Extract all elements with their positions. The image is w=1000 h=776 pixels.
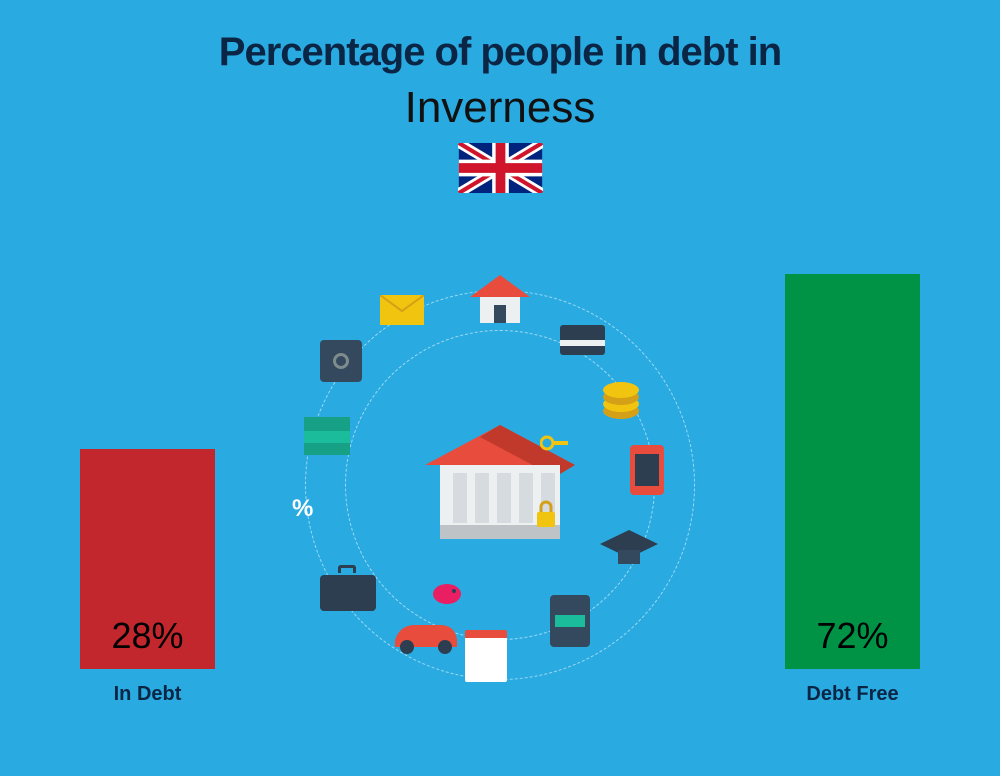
coins-icon [600, 380, 642, 422]
briefcase-icon [320, 575, 376, 611]
finance-illustration: % [300, 285, 700, 685]
phone-icon [630, 445, 664, 495]
bar-in-debt: 28% In Debt [80, 449, 215, 706]
envelope-icon [380, 295, 424, 325]
flag-container [0, 143, 1000, 193]
padlock-icon [535, 500, 557, 528]
key-icon [540, 435, 570, 451]
safe-icon [320, 340, 362, 382]
bar-in-debt-label: In Debt [114, 683, 182, 706]
card-icon [560, 325, 605, 355]
clipboard-icon [465, 630, 507, 682]
bar-debt-free-rect: 72% [785, 274, 920, 669]
bar-in-debt-value: 28% [111, 615, 183, 657]
percent-icon: % [292, 495, 313, 523]
car-icon [385, 615, 465, 655]
bar-debt-free-value: 72% [816, 615, 888, 657]
house-icon [470, 275, 530, 325]
bar-debt-free: 72% Debt Free [785, 274, 920, 706]
uk-flag-icon [458, 143, 543, 193]
calculator-icon [550, 595, 590, 647]
page-title: Percentage of people in debt in [0, 0, 1000, 75]
bar-in-debt-rect: 28% [80, 449, 215, 669]
cash-stack-icon [300, 415, 354, 459]
piggy-icon [430, 580, 464, 606]
bar-debt-free-label: Debt Free [806, 683, 898, 706]
page-subtitle: Inverness [0, 83, 1000, 133]
grad-cap-icon [600, 530, 658, 568]
chart-area: % 28% In Debt 72% Debt Free [0, 256, 1000, 776]
